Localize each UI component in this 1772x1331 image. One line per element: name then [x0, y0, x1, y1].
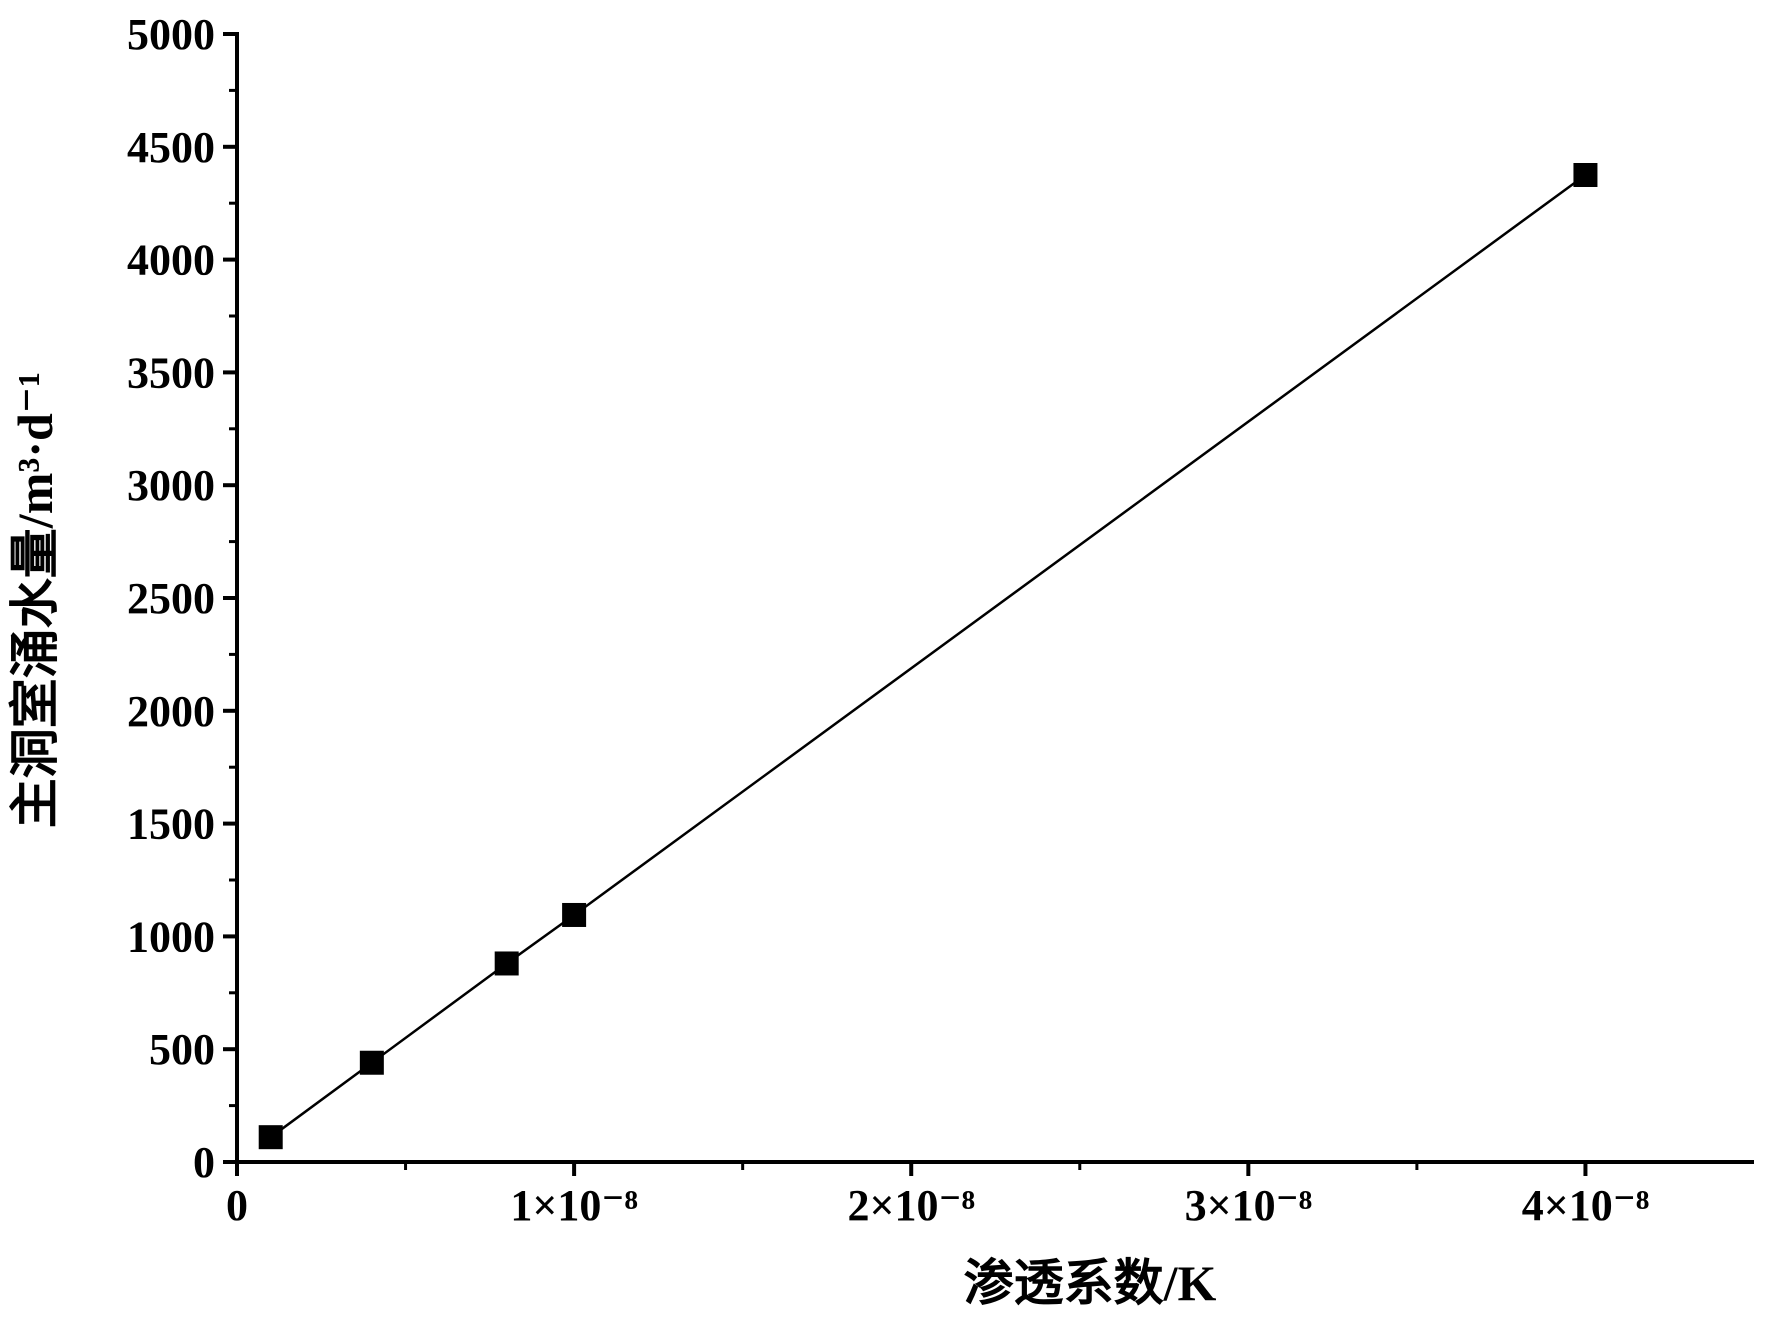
- y-tick-label: 5000: [127, 10, 215, 59]
- x-tick-label: 4×10⁻⁸: [1522, 1181, 1650, 1230]
- data-point: [1573, 163, 1598, 187]
- x-tick-label: 0: [226, 1181, 248, 1230]
- y-axis-label: 主洞室涌水量/m³·d⁻¹: [7, 372, 63, 828]
- y-tick-label: 2000: [127, 687, 215, 736]
- data-point: [562, 902, 587, 927]
- y-tick-label: 4000: [127, 236, 215, 285]
- y-tick-label: 4500: [127, 123, 215, 172]
- y-tick-label: 1000: [127, 912, 215, 961]
- data-point: [494, 951, 519, 976]
- series-line: [269, 173, 1587, 1139]
- x-axis-label: 渗透系数/K: [964, 1255, 1217, 1311]
- y-tick-label: 2500: [127, 574, 215, 623]
- data-point: [359, 1050, 384, 1075]
- y-tick-label: 3000: [127, 461, 215, 510]
- y-tick-label: 1500: [127, 800, 215, 849]
- x-tick-label: 3×10⁻⁸: [1185, 1181, 1313, 1230]
- x-tick-label: 1×10⁻⁸: [510, 1181, 638, 1230]
- x-tick-label: 2×10⁻⁸: [847, 1181, 975, 1230]
- y-tick-label: 500: [149, 1025, 215, 1074]
- data-point: [258, 1125, 283, 1150]
- y-tick-label: 3500: [127, 348, 215, 397]
- y-tick-label: 0: [193, 1138, 215, 1187]
